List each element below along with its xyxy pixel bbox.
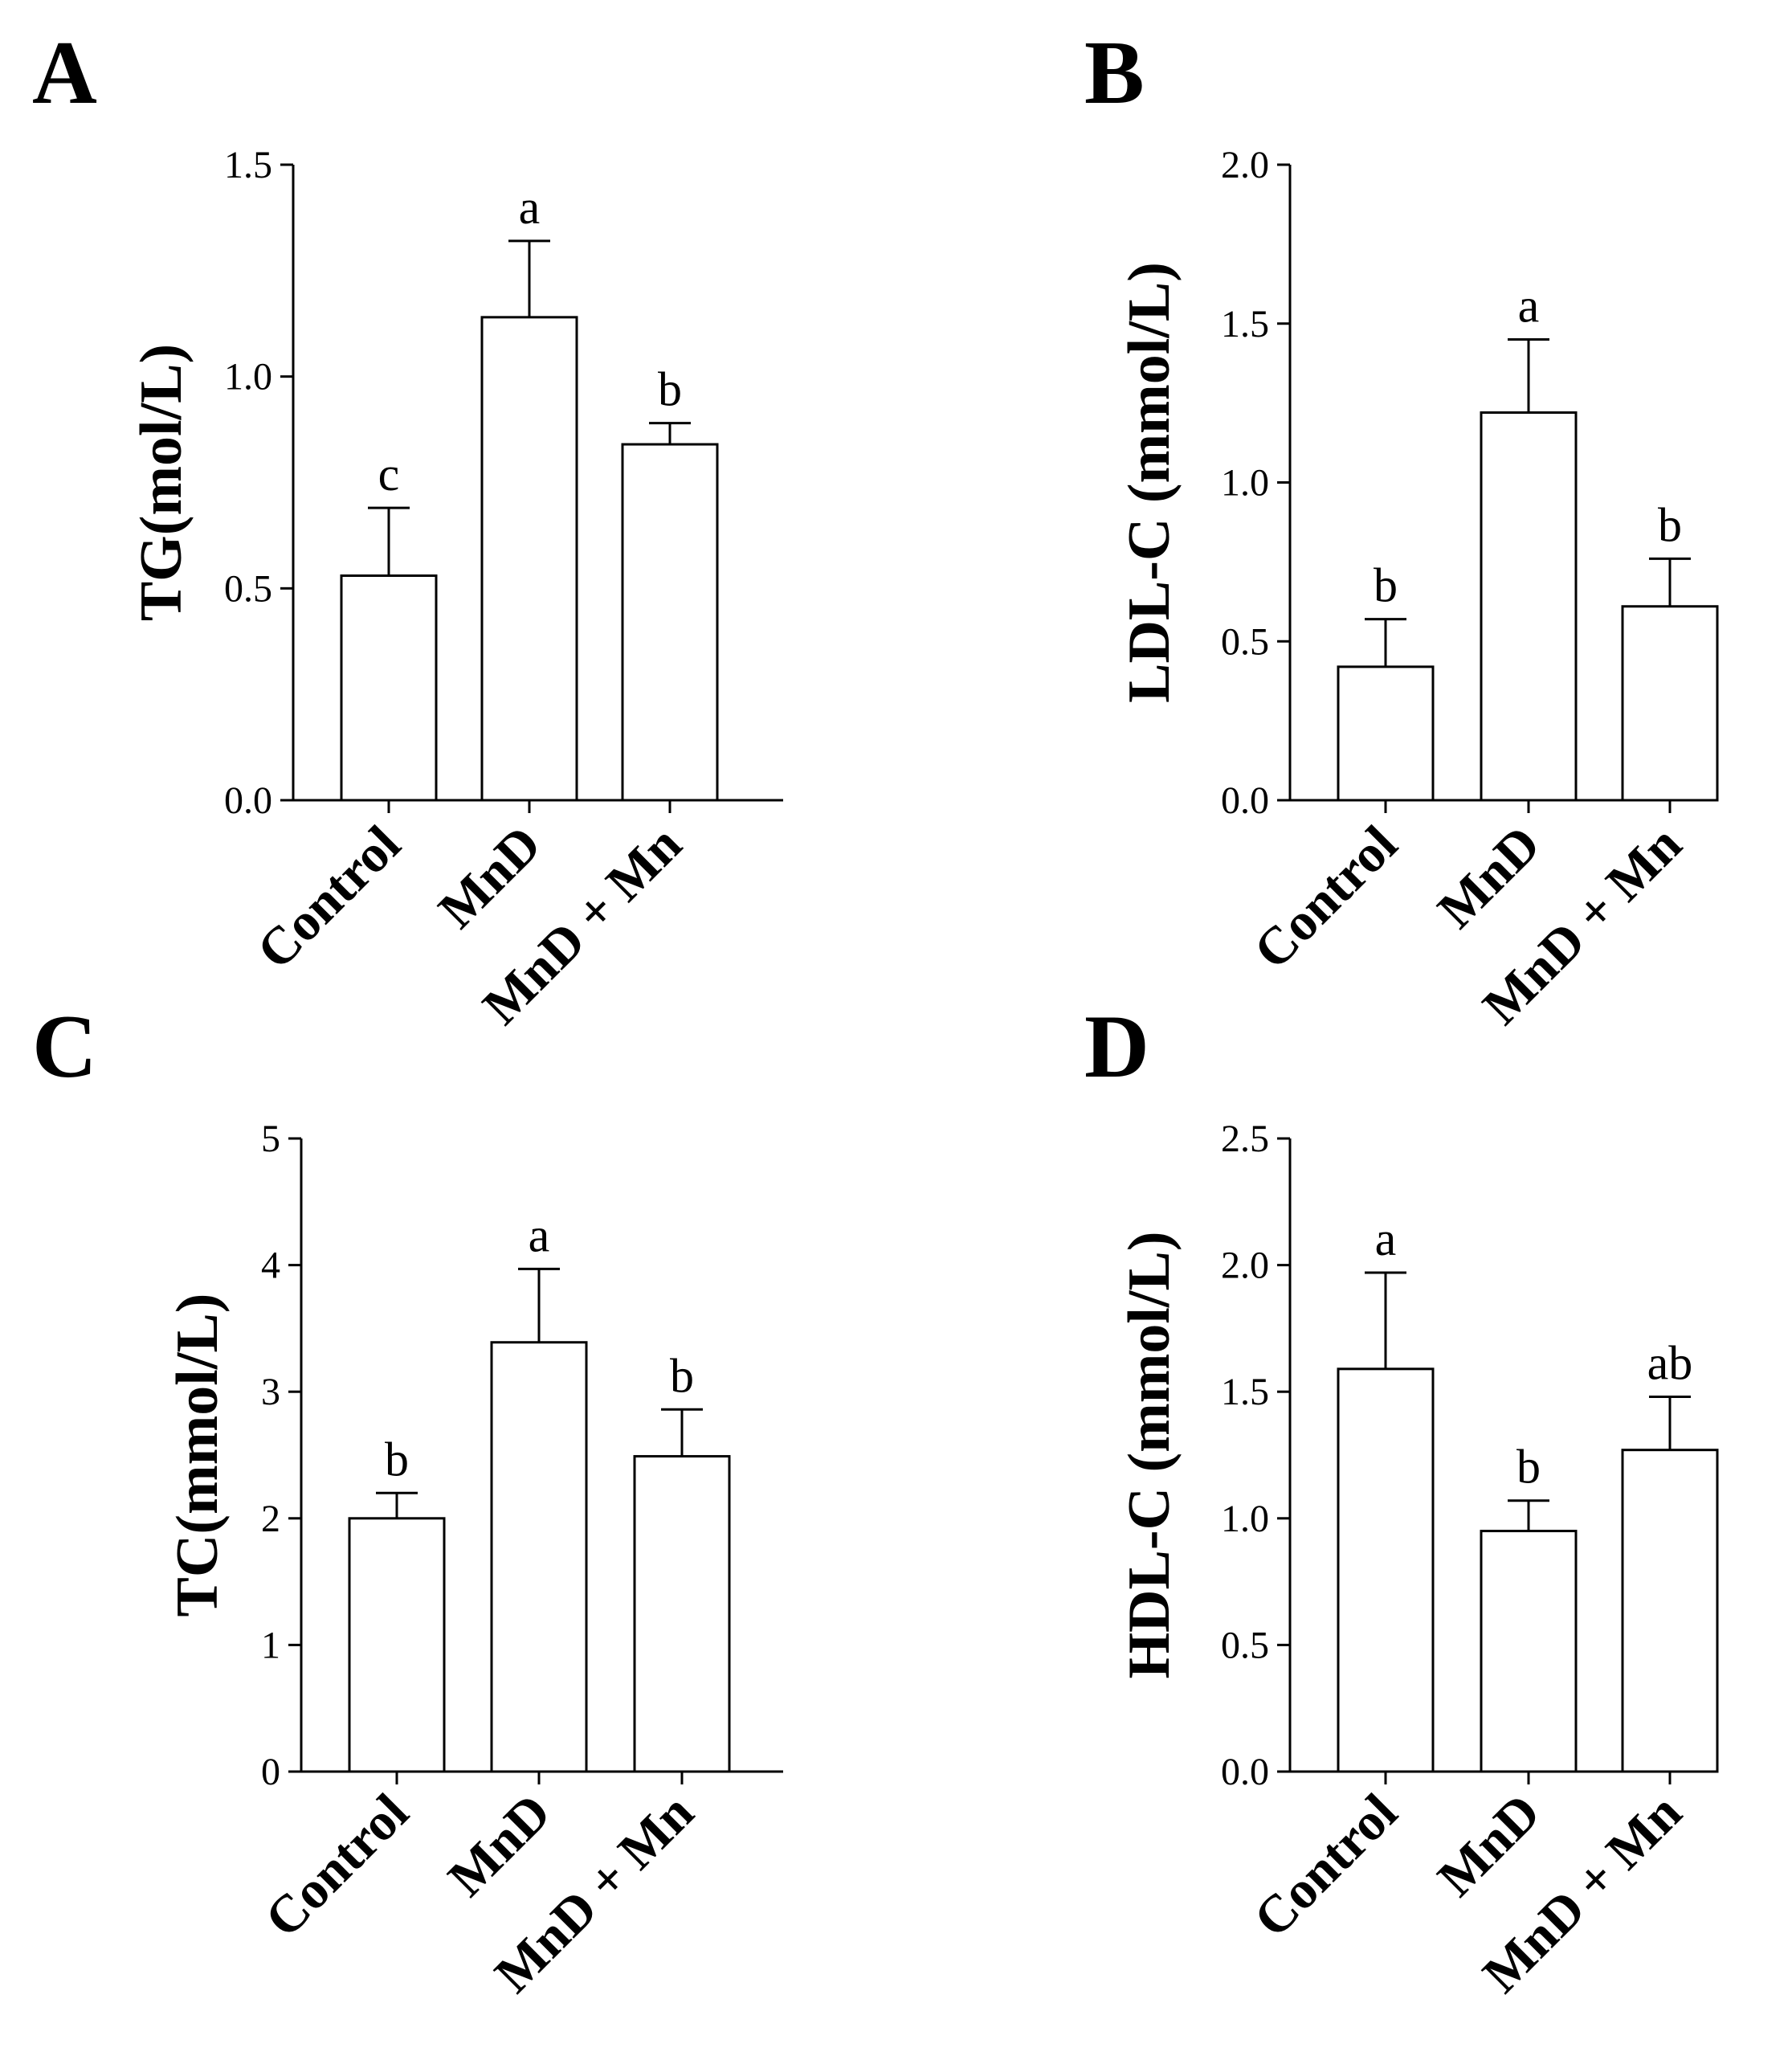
bar — [348, 1517, 446, 1773]
y-tick-label: 3 — [261, 1371, 280, 1413]
y-tick-label: 1.5 — [1221, 303, 1269, 345]
y-tick-label: 5 — [261, 1118, 280, 1160]
y-tick-label: 0.0 — [1221, 1751, 1269, 1793]
y-tick-label: 1.0 — [1221, 1498, 1269, 1540]
significance-letter: a — [1518, 280, 1540, 333]
y-tick-label: 4 — [261, 1245, 280, 1287]
panel-label: B — [1084, 23, 1145, 123]
y-tick-label: 1.0 — [224, 356, 272, 399]
y-tick-label: 0.5 — [1221, 620, 1269, 663]
bar — [1480, 411, 1578, 802]
significance-letter: b — [670, 1349, 694, 1402]
y-tick-label: 1.0 — [1221, 462, 1269, 505]
significance-letter: a — [519, 181, 541, 234]
y-tick-label: 2.0 — [1221, 144, 1269, 186]
y-tick-label: 0.0 — [1221, 779, 1269, 822]
bar — [480, 316, 578, 802]
significance-letter: b — [1516, 1441, 1541, 1494]
y-tick-label: 1.5 — [224, 144, 272, 186]
panel-label: C — [32, 997, 97, 1097]
panel-label: D — [1084, 997, 1149, 1097]
y-axis-title: LDL-C (mmol/L) — [1116, 262, 1182, 703]
bar — [633, 1455, 731, 1773]
significance-letter: c — [378, 448, 400, 501]
y-tick-label: 2.5 — [1221, 1118, 1269, 1160]
y-axis-title: TG(mol/L) — [129, 344, 194, 621]
significance-letter: ab — [1647, 1337, 1693, 1390]
y-axis-title: TC(mmol/L) — [165, 1294, 231, 1617]
significance-letter: a — [1375, 1212, 1397, 1265]
significance-letter: b — [1658, 498, 1682, 551]
y-tick-label: 0.5 — [224, 567, 272, 610]
bar — [1621, 605, 1719, 802]
significance-letter: b — [658, 363, 682, 416]
significance-letter: b — [1374, 559, 1398, 612]
bar — [1621, 1449, 1719, 1773]
bar — [490, 1341, 588, 1773]
bar — [1480, 1530, 1578, 1773]
y-tick-label: 0.5 — [1221, 1624, 1269, 1666]
y-tick-label: 0.0 — [224, 779, 272, 822]
bar — [1337, 1367, 1435, 1773]
y-tick-label: 0 — [261, 1751, 280, 1793]
bar — [621, 443, 719, 802]
bar — [1337, 665, 1435, 802]
panel-label: A — [32, 23, 97, 123]
y-tick-label: 2 — [261, 1498, 280, 1540]
significance-letter: b — [385, 1433, 409, 1486]
y-tick-label: 1 — [261, 1624, 280, 1666]
bar — [340, 574, 438, 802]
y-tick-label: 1.5 — [1221, 1371, 1269, 1413]
significance-letter: a — [529, 1208, 550, 1261]
y-axis-title: HDL-C (mmol/L) — [1116, 1232, 1182, 1679]
y-tick-label: 2.0 — [1221, 1245, 1269, 1287]
